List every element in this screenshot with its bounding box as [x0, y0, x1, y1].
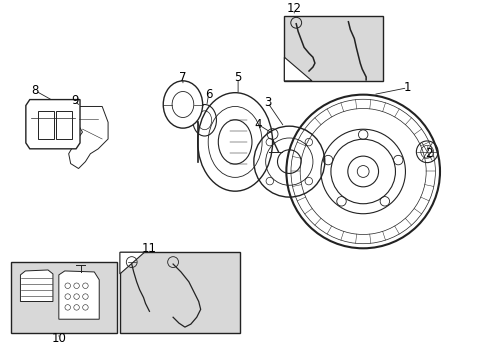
- Bar: [38, 111, 54, 139]
- Bar: [11, 262, 117, 333]
- Text: 11: 11: [142, 242, 157, 255]
- Text: 4: 4: [254, 118, 261, 131]
- Polygon shape: [20, 270, 53, 301]
- Ellipse shape: [163, 81, 202, 128]
- Text: 9: 9: [71, 94, 78, 107]
- Polygon shape: [26, 100, 80, 149]
- Polygon shape: [120, 252, 144, 274]
- Text: 5: 5: [234, 71, 241, 84]
- Text: 2: 2: [425, 147, 432, 160]
- Polygon shape: [284, 57, 311, 81]
- Text: 3: 3: [264, 96, 271, 109]
- Polygon shape: [59, 271, 99, 319]
- Bar: [120, 252, 240, 333]
- Text: 1: 1: [403, 81, 410, 94]
- Bar: [56, 111, 72, 139]
- Text: 8: 8: [31, 84, 39, 97]
- Text: 7: 7: [179, 71, 186, 84]
- Text: 12: 12: [286, 3, 301, 15]
- Text: 10: 10: [51, 332, 66, 345]
- Bar: [284, 16, 382, 81]
- Polygon shape: [68, 107, 108, 168]
- Text: 6: 6: [204, 88, 212, 101]
